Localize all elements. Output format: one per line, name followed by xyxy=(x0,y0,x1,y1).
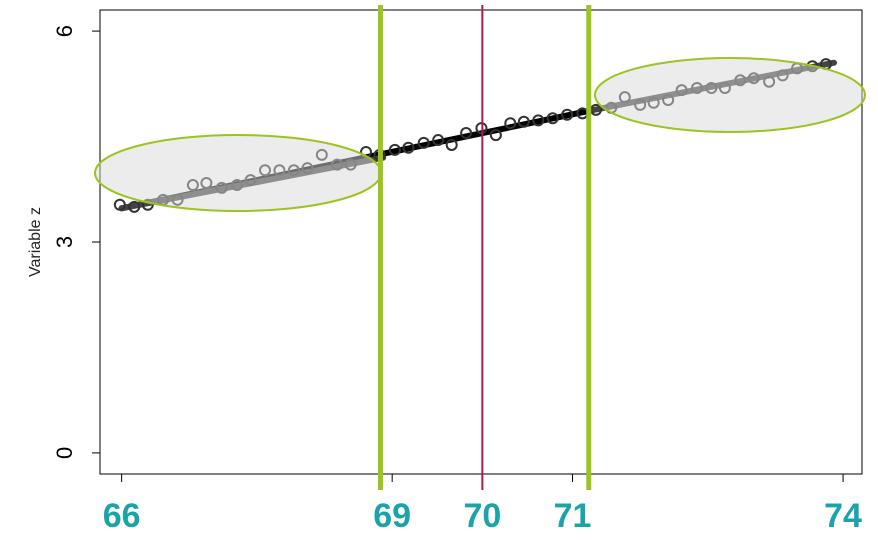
x-tick-label: 74 xyxy=(824,497,862,535)
x-tick-label: 71 xyxy=(554,497,592,535)
data-point xyxy=(432,134,445,147)
data-point xyxy=(532,114,545,127)
data-point xyxy=(417,136,430,149)
x-tick-label: 66 xyxy=(103,497,141,535)
x-tick-label: 70 xyxy=(463,497,501,535)
data-point xyxy=(460,127,473,140)
data-point xyxy=(504,117,517,130)
data-point xyxy=(561,108,574,121)
data-point xyxy=(128,200,141,213)
data-point xyxy=(546,112,559,125)
y-tick-label: 0 xyxy=(52,447,77,459)
data-point xyxy=(517,115,530,128)
highlight-ellipse xyxy=(594,57,866,133)
data-point xyxy=(402,141,415,154)
y-axis-label: Variable z xyxy=(27,207,44,277)
data-point xyxy=(445,138,458,151)
y-tick-label: 3 xyxy=(52,236,77,248)
y-tick-label: 6 xyxy=(52,25,77,37)
x-tick-label: 69 xyxy=(373,497,411,535)
data-point xyxy=(489,129,502,142)
data-point xyxy=(113,198,126,211)
data-point xyxy=(388,143,401,156)
highlight-ellipse xyxy=(94,134,382,212)
